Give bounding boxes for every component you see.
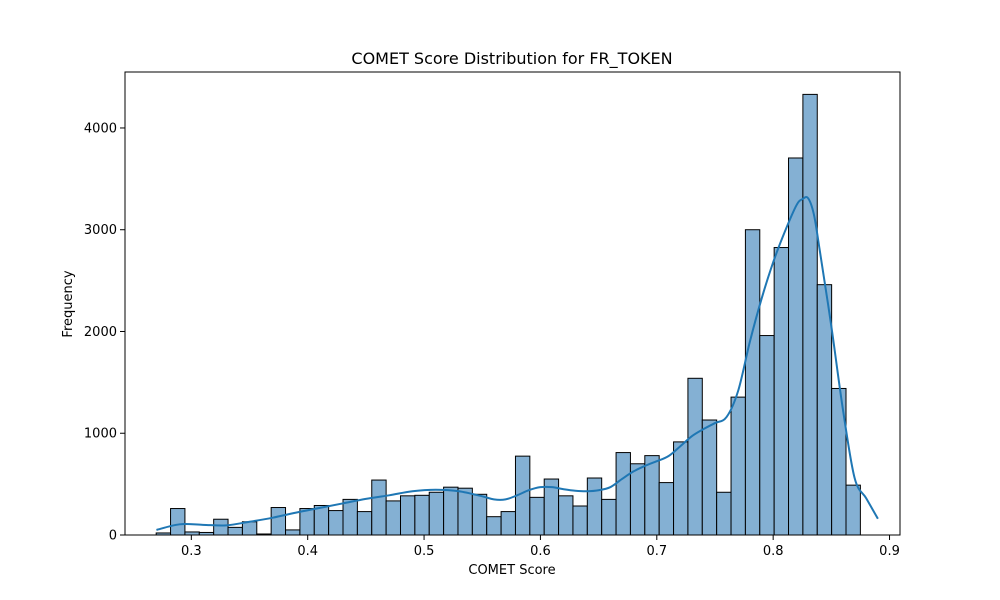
histogram-bar [486,516,502,536]
histogram-bar [471,493,488,536]
histogram-bar [845,484,861,536]
histogram-bar [299,508,315,536]
x-tick-label: 0.4 [297,544,318,559]
histogram-bar [701,419,718,536]
x-tick-label: 0.9 [879,544,900,559]
histogram-bar [673,441,689,536]
histogram-bar [457,487,473,536]
x-tick-label: 0.3 [181,544,202,559]
histogram-bar [802,93,818,536]
histogram-bar [500,511,516,536]
histogram-bar [285,529,301,536]
kde-density-line [156,196,879,531]
histogram-bar [385,500,401,536]
histogram-bar [773,247,790,536]
histogram-bar [399,495,416,536]
x-axis-label: COMET Score [468,563,555,578]
x-tick-label: 0.6 [530,544,551,559]
y-tick-label: 2000 [84,325,117,340]
x-tick-label: 0.5 [414,544,435,559]
histogram-bar [629,463,646,536]
histogram-bar [716,491,732,536]
histogram-bar [586,477,603,536]
chart-title: COMET Score Distribution for FR_TOKEN [351,49,672,69]
histogram-bar [241,521,258,536]
histogram-bar [572,505,588,536]
y-tick-label: 3000 [84,223,117,238]
histogram-bar [816,284,833,536]
histogram-bar [342,498,358,536]
histogram-bar [213,518,229,536]
x-tick-label: 0.8 [763,544,784,559]
histogram-bar [356,511,373,536]
histogram-bar [615,452,631,536]
histogram-bar [601,498,617,536]
histogram-bar [788,157,804,536]
histogram-bar [371,479,387,536]
y-tick-label: 0 [109,529,117,544]
histogram-bar [428,491,445,536]
histogram-bar [414,494,430,536]
x-tick-label: 0.7 [646,544,667,559]
histogram-bar [658,482,675,536]
y-tick-label: 4000 [84,121,117,136]
histogram-bar [227,526,243,536]
histogram-bar [270,507,287,536]
histogram-bar [529,496,545,536]
plot-area-frame [124,71,901,536]
histogram-bar [759,335,775,536]
histogram-bar [558,495,574,536]
histogram-bar [328,510,344,536]
x-axis: 0.3 0.4 0.5 0.6 0.7 0.8 0.9 [181,535,900,559]
histogram-bars [155,93,861,536]
y-axis-label: Frequency [61,270,76,337]
histogram-bar [730,396,746,536]
histogram-bar [313,504,330,536]
histogram-bar [687,377,703,536]
histogram-bar [644,455,660,536]
histogram-bar [744,229,761,536]
y-tick-label: 1000 [84,427,117,442]
y-axis: 0 1000 2000 3000 4000 [84,121,125,544]
histogram-bar [443,486,459,536]
histogram-bar [170,508,186,536]
